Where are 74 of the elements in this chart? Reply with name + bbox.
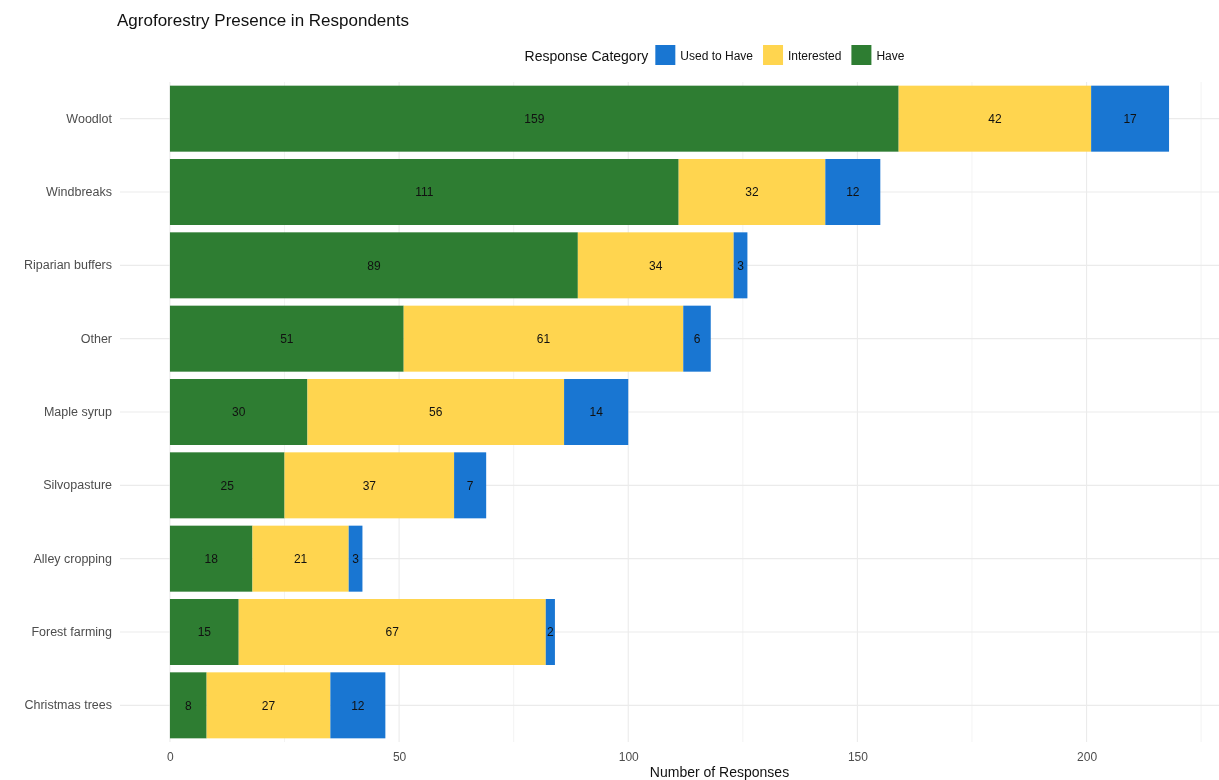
bar [577, 232, 734, 299]
bar [545, 599, 555, 665]
data-label: 8 [184, 698, 192, 713]
bar [898, 85, 1092, 152]
chart-title: Agroforestry Presence in Respondents [117, 11, 409, 30]
x-tick-label: 100 [618, 749, 640, 764]
bar [169, 159, 679, 225]
bar [825, 159, 881, 225]
data-label: 89 [367, 258, 381, 273]
x-tick-label: 50 [392, 749, 407, 764]
x-tick-label: 0 [167, 749, 175, 764]
bar [1091, 85, 1170, 152]
data-label: 3 [737, 258, 745, 273]
bar [169, 232, 578, 299]
data-label: 15 [197, 625, 212, 640]
data-label: 12 [846, 185, 860, 200]
data-label: 27 [261, 698, 276, 713]
y-tick-label: Forest farming [31, 625, 113, 639]
data-label: 51 [280, 331, 294, 346]
bar [169, 379, 308, 445]
data-label: 67 [385, 625, 400, 640]
data-label: 21 [293, 551, 308, 566]
bar [307, 379, 565, 445]
y-tick-label: Silvopasture [43, 478, 113, 493]
bar [169, 452, 285, 519]
bar [454, 452, 487, 519]
bar [169, 599, 239, 665]
data-label: 25 [220, 478, 235, 493]
y-tick-label: Christmas trees [24, 698, 112, 713]
data-label: 42 [988, 111, 1002, 126]
bar [403, 305, 684, 372]
legend-label: Interested [788, 49, 842, 63]
bar [169, 305, 404, 372]
y-tick-label: Maple syrup [43, 405, 113, 419]
data-label: 56 [429, 405, 443, 420]
data-label: 37 [362, 478, 377, 493]
data-label: 32 [745, 185, 759, 200]
bar [169, 672, 207, 739]
bar [348, 525, 363, 592]
y-tick-label: Other [80, 331, 112, 346]
data-label: 34 [649, 258, 663, 273]
legend-label: Used to Have [680, 49, 754, 63]
bar [733, 232, 748, 299]
data-label: 17 [1123, 111, 1138, 126]
data-label: 111 [415, 185, 434, 200]
data-label: 3 [352, 551, 360, 566]
data-label: 2 [547, 625, 554, 640]
bar [238, 599, 546, 665]
data-label: 7 [466, 478, 474, 493]
bar [564, 379, 629, 445]
x-tick-label: 150 [847, 749, 869, 764]
legend-label: Have [876, 49, 905, 63]
bar [169, 525, 253, 592]
x-axis-title: Number of Responses [649, 764, 790, 780]
data-label: 61 [536, 331, 551, 346]
data-label: 159 [524, 111, 545, 126]
x-tick-label: 200 [1077, 749, 1098, 764]
bar [330, 672, 386, 739]
bar [284, 452, 455, 519]
bar [252, 525, 349, 592]
data-label: 6 [693, 331, 701, 346]
legend-title: Response Category [524, 48, 649, 64]
bar [678, 159, 826, 225]
data-label: 30 [232, 405, 246, 420]
y-tick-label: Windbreaks [46, 185, 112, 199]
bar [206, 672, 331, 739]
data-label: 14 [589, 405, 604, 420]
y-tick-label: Riparian buffers [23, 258, 112, 273]
bar [169, 85, 899, 152]
y-tick-label: Alley cropping [33, 551, 113, 566]
data-label: 18 [204, 551, 219, 566]
data-label: 12 [351, 698, 365, 713]
bar [683, 305, 711, 372]
y-tick-label: Woodlot [66, 111, 113, 126]
